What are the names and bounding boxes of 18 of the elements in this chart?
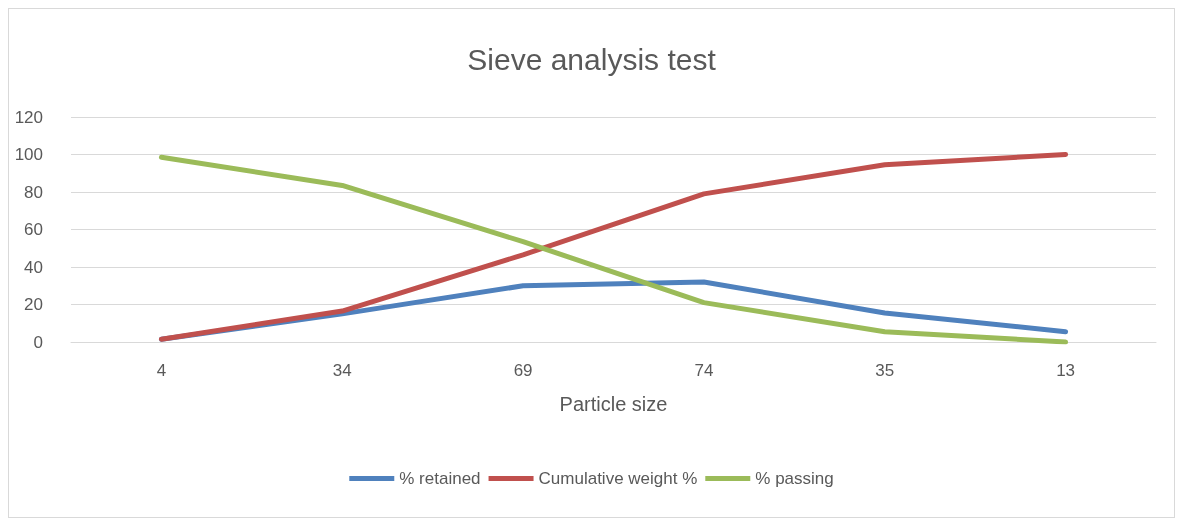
legend-label: % passing [755,469,834,488]
y-tick-label: 80 [24,182,43,202]
legend-label: Cumulative weight % [538,469,698,488]
y-tick-label: 100 [14,145,43,164]
x-tick-label: 34 [332,361,352,380]
y-tick-label: 40 [24,257,43,277]
y-tick-label: 120 [14,107,43,127]
x-tick-label: 69 [513,361,533,380]
chart-title: Sieve analysis test [467,42,717,76]
x-tick-label: 35 [875,361,895,380]
y-tick-label: 60 [24,220,43,239]
legend-label: % retained [399,469,481,488]
y-tick-label: 20 [24,295,43,314]
x-tick-label: 13 [1056,361,1076,380]
x-tick-label: 74 [694,361,714,380]
y-tick-label: 0 [33,332,43,352]
x-tick-label: 4 [156,361,167,380]
x-axis-title: Particle size [559,393,668,415]
